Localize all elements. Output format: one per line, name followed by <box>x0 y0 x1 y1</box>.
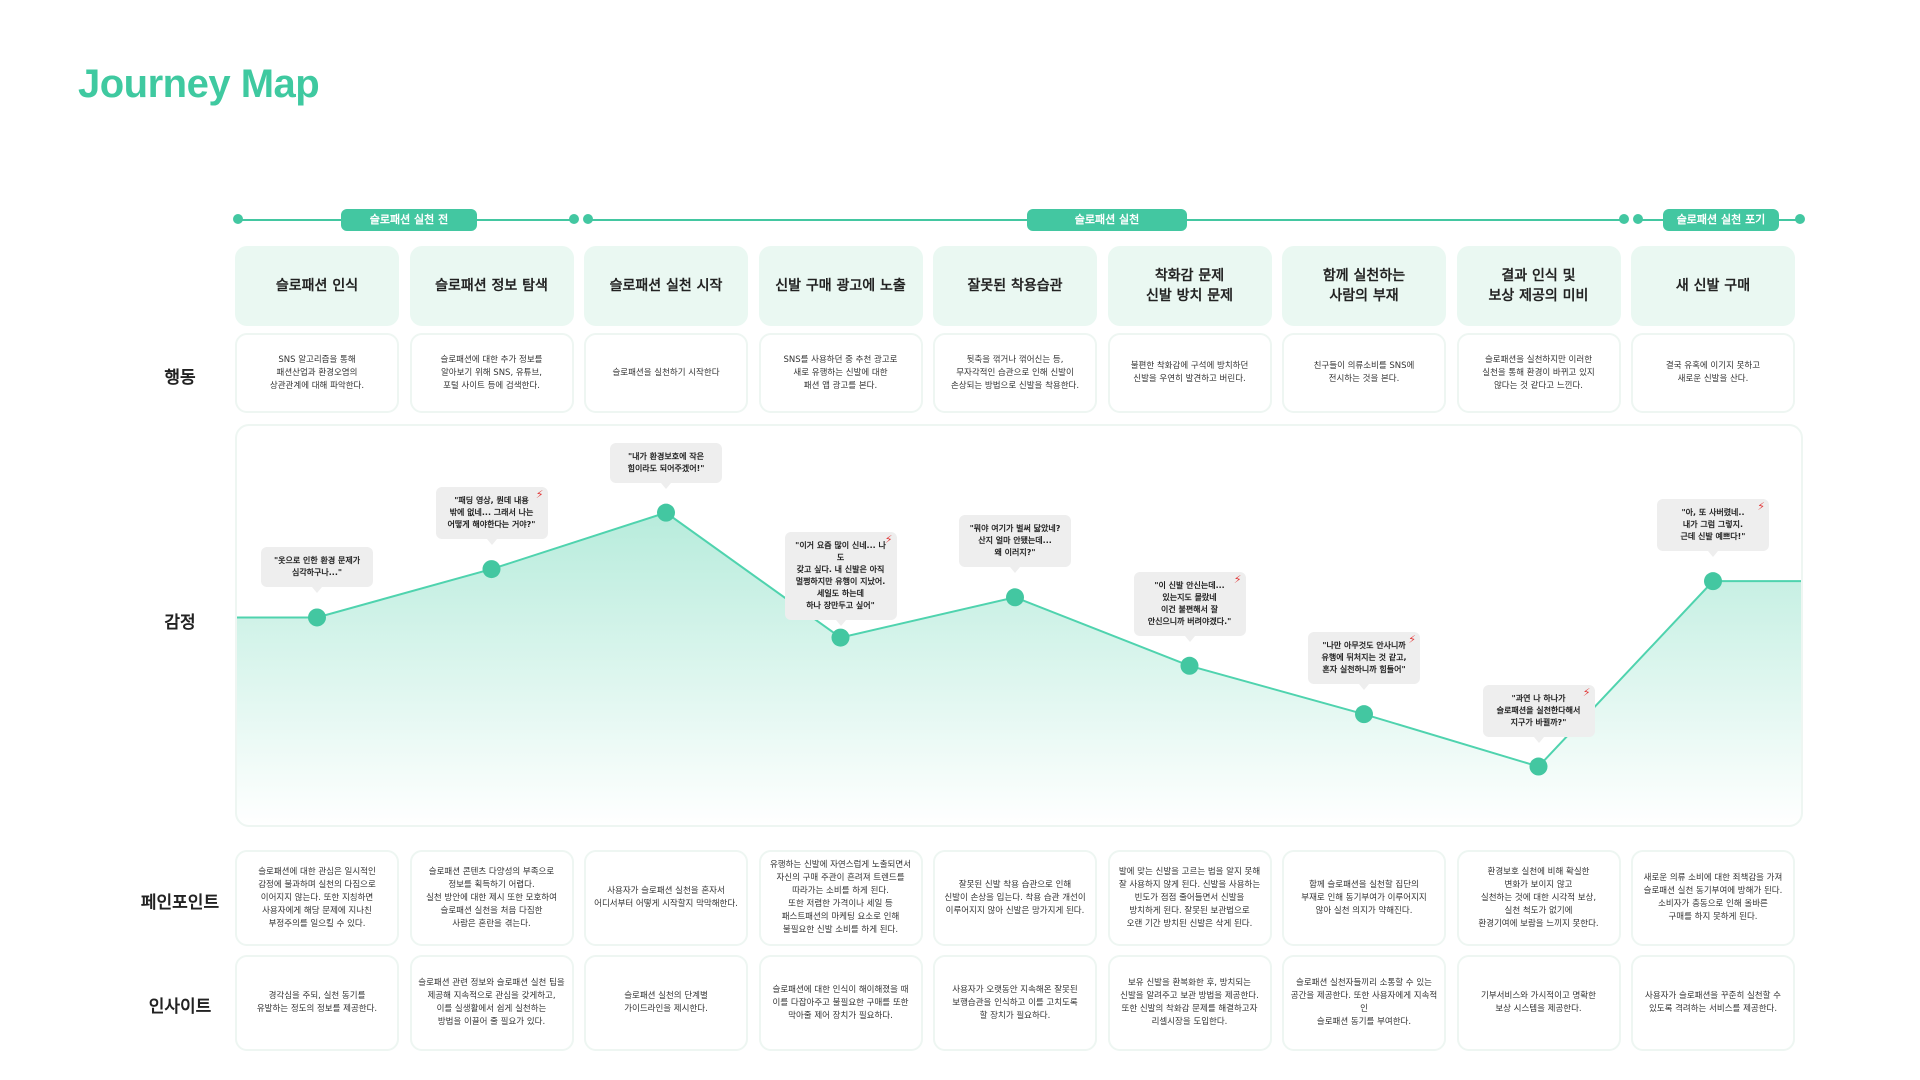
insight-cell: 슬로패션 관련 정보와 슬로패션 실천 팁을 제공해 지속적으로 관심을 갖게하… <box>409 955 574 1051</box>
page-title: Journey Map <box>78 62 320 106</box>
stage-header: 새 신발 구매 <box>1631 246 1795 326</box>
phase-dot <box>1795 214 1805 224</box>
insight-cell: 슬로패션 실천의 단계별 가이드라인을 제시한다. <box>584 955 748 1051</box>
phase-label-quit: 슬로패션 실천 포기 <box>1663 209 1779 231</box>
action-cell: SNS를 사용하던 중 추천 광고로 새로 유행하는 신발에 대한 패션 앱 광… <box>758 333 923 413</box>
pain-bolt-icon: ⚡ <box>535 488 544 502</box>
phase-label-before: 슬로패션 실천 전 <box>341 209 477 231</box>
emotion-quote-bubble: "과연 나 하나가 슬로패션을 실천한다해서 지구가 바뀔까?" ⚡ <box>1482 684 1595 743</box>
action-cell: 친구들이 의류소비를 SNS에 전시하는 것을 본다. <box>1282 333 1446 413</box>
row-label-emotion: 감정 <box>164 613 196 633</box>
emotion-point <box>1006 588 1024 607</box>
action-cell: 슬로패션을 실천하기 시작한다 <box>584 333 748 413</box>
emotion-point <box>1180 656 1199 675</box>
emotion-area <box>237 512 1801 825</box>
stage-header: 함께 실천하는 사람의 부재 <box>1282 246 1446 326</box>
emotion-quote-bubble: "옷으로 인한 환경 문제가 심각하구나..." <box>261 547 373 594</box>
stage-header: 신발 구매 광고에 노출 <box>758 246 923 326</box>
emotion-quote-bubble: "나만 아무것도 안사니까 유행에 뒤처지는 것 같고, 혼자 실천하니까 힘들… <box>1308 632 1420 691</box>
phase-label-during: 슬로패션 실천 <box>1027 209 1187 231</box>
emotion-quote-text: "내가 환경보호에 작은 힘이라도 되어주겠어!" <box>627 451 705 473</box>
action-cell: SNS 알고리즘을 통해 패션산업과 환경오염의 상관관계에 대해 파악한다. <box>235 333 399 413</box>
stage-header: 결과 인식 및 보상 제공의 미비 <box>1456 246 1621 326</box>
action-cell: 슬로패션을 실천하지만 이러한 실천을 통해 환경이 바뀌고 있지 않다는 것 … <box>1456 333 1621 413</box>
emotion-point <box>657 503 675 522</box>
phase-dot <box>569 214 579 224</box>
insight-cell: 사용자가 오랫동안 지속해온 잘못된 보행습관을 인식하고 이를 고치도록 할 … <box>933 955 1097 1051</box>
insight-cell: 보유 신발을 환복화한 후, 방치되는 신발을 알려주고 보관 방법을 제공한다… <box>1107 955 1272 1051</box>
pain-point-cell: 잘못된 신발 착용 습관으로 인해 신발이 손상을 입는다. 착용 습관 개선이… <box>933 850 1097 946</box>
pain-bolt-icon: ⚡ <box>884 532 893 546</box>
pain-point-cell: 슬로패션 콘텐츠 다양성의 부족으로 정보를 획득하기 어렵다. 실천 방안에 … <box>409 850 574 946</box>
action-cell: 불편한 착화감에 구석에 방치하던 신발을 우연히 발견하고 버린다. <box>1107 333 1272 413</box>
emotion-quote-text: "뭐야 여기가 벌써 닳았네? 산지 얼마 안됐는데... 왜 이러지?" <box>969 524 1061 558</box>
action-cell: 슬로패션에 대한 추가 정보를 알아보기 위해 SNS, 유튜브, 포털 사이트… <box>409 333 574 413</box>
phase-dot <box>1619 214 1629 224</box>
emotion-point <box>482 560 501 579</box>
insight-cell: 사용자가 슬로패션을 꾸준히 실천할 수 있도록 격려하는 서비스를 제공한다. <box>1631 955 1795 1051</box>
emotion-quote-text: "아, 또 사버렸네.. 내가 그럼 그렇지. 근데 신발 예쁘다!" <box>1680 508 1746 542</box>
emotion-quote-text: "이거 요즘 많이 신네... 나도 갖고 싶다. 내 신발은 아직 멀쩡하지만… <box>795 540 886 610</box>
row-label-pain: 페인포인트 <box>140 893 220 913</box>
emotion-quote-text: "옷으로 인한 환경 문제가 심각하구나..." <box>273 556 361 578</box>
emotion-point <box>1355 705 1373 724</box>
pain-point-cell: 슬로패션에 대한 관심은 일시적인 감정에 불과하며 실천의 다짐으로 이어지지… <box>235 850 399 946</box>
action-cell: 결국 유혹에 이기지 못하고 새로운 신발을 산다. <box>1631 333 1795 413</box>
emotion-quote-bubble: "내가 환경보호에 작은 힘이라도 되어주겠어!" <box>610 442 722 489</box>
stage-header: 슬로패션 정보 탐색 <box>409 246 574 326</box>
pain-point-cell: 환경보호 실천에 비해 확실한 변화가 보이지 않고 실천하는 것에 대한 시각… <box>1456 850 1621 946</box>
emotion-point <box>308 608 326 627</box>
pain-bolt-icon: ⚡ <box>1408 633 1416 647</box>
emotion-quote-bubble: "뭐야 여기가 벌써 닳았네? 산지 얼마 안됐는데... 왜 이러지?" <box>959 515 1071 574</box>
stage-header: 슬로패션 실천 시작 <box>584 246 748 326</box>
pain-point-cell: 사용자가 슬로패션 실천을 혼자서 어디서부터 어떻게 시작할지 막막해한다. <box>584 850 748 946</box>
pain-bolt-icon: ⚡ <box>1233 572 1242 586</box>
stage-header: 잘못된 착용습관 <box>933 246 1097 326</box>
emotion-point <box>1529 757 1548 776</box>
emotion-quote-bubble: "아, 또 사버렸네.. 내가 그럼 그렇지. 근데 신발 예쁘다!" ⚡ <box>1657 499 1769 558</box>
pain-point-cell: 발에 맞는 신발을 고르는 법을 알지 못해 잘 사용하지 않게 된다. 신발을… <box>1107 850 1272 946</box>
stage-header: 슬로패션 인식 <box>235 246 399 326</box>
pain-bolt-icon: ⚡ <box>1757 500 1765 514</box>
action-cell: 뒷축을 꺾거나 꺾어신는 등, 무자각적인 습관으로 인해 신발이 손상되는 방… <box>933 333 1097 413</box>
emotion-quote-bubble: "이 신발 안신는데... 있는지도 몰랐네 이건 불편해서 잘 안신으니까 버… <box>1133 571 1246 642</box>
emotion-quote-bubble: "패딩 영상, 뭔데 내용 밖에 없네... 그래서 나는 어떻게 해야한다는 … <box>435 487 548 546</box>
emotion-point <box>831 628 850 647</box>
pain-point-cell: 유행하는 신발에 자연스럽게 노출되면서 자신의 구매 주관이 흔려져 트렌드를… <box>758 850 923 946</box>
emotion-quote-text: "나만 아무것도 안사니까 유행에 뒤처지는 것 같고, 혼자 실천하니까 힘들… <box>1321 641 1407 675</box>
emotion-quote-text: "과연 나 하나가 슬로패션을 실천한다해서 지구가 바뀔까?" <box>1496 693 1581 727</box>
pain-bolt-icon: ⚡ <box>1582 685 1591 699</box>
emotion-quote-text: "이 신발 안신는데... 있는지도 몰랐네 이건 불편해서 잘 안신으니까 버… <box>1147 580 1232 626</box>
emotion-quote-text: "패딩 영상, 뭔데 내용 밖에 없네... 그래서 나는 어떻게 해야한다는 … <box>447 496 536 530</box>
emotion-quote-bubble: "이거 요즘 많이 신네... 나도 갖고 싶다. 내 신발은 아직 멀쩡하지만… <box>784 531 897 626</box>
insight-cell: 기부서비스와 가시적이고 명확한 보상 시스템을 제공한다. <box>1456 955 1621 1051</box>
insight-cell: 슬로패션에 대한 인식이 해이해졌을 때 이를 다잡아주고 불필요한 구매를 또… <box>758 955 923 1051</box>
stage-header: 착화감 문제 신발 방치 문제 <box>1107 246 1272 326</box>
insight-cell: 경각심을 주되, 실천 동기를 유발하는 정도의 정보를 제공한다. <box>235 955 399 1051</box>
row-label-insight: 인사이트 <box>148 997 212 1017</box>
pain-point-cell: 새로운 의류 소비에 대한 죄책감을 가져 슬로패션 실천 동기부여에 방해가 … <box>1631 850 1795 946</box>
row-label-action: 행동 <box>164 368 196 388</box>
insight-cell: 슬로패션 실천자들끼리 소통할 수 있는 공간을 제공한다. 또한 사용자에게 … <box>1282 955 1446 1051</box>
pain-point-cell: 함께 슬로패션을 실천할 집단의 부재로 인해 동기부여가 이루어지지 않아 실… <box>1282 850 1446 946</box>
emotion-point <box>1704 572 1722 591</box>
